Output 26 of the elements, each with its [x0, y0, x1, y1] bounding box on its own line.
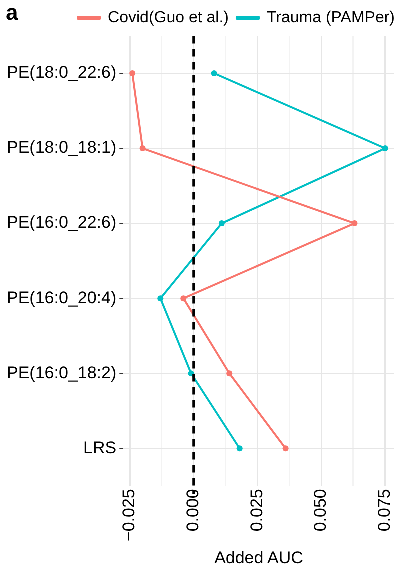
point — [382, 146, 388, 152]
point — [282, 446, 289, 452]
y-tick-label: PE(16:0_20:4) — [6, 288, 117, 308]
point — [158, 296, 164, 302]
x-tick-label: 0.000 — [184, 489, 203, 532]
chart-title: a — [6, 0, 18, 26]
point — [236, 446, 243, 452]
point — [211, 70, 218, 77]
point — [130, 70, 136, 77]
x-axis-title: Added AUC — [214, 548, 304, 568]
point — [218, 220, 225, 227]
y-tick-label: PE(16:0_22:6) — [6, 213, 117, 232]
x-tick-label: 0.050 — [311, 489, 330, 532]
point — [180, 296, 187, 302]
y-tick-label: PE(16:0_18:2) — [6, 363, 117, 382]
x-tick-label: −0.025 — [120, 489, 139, 542]
legend-label: Trauma (PAMPer) — [266, 9, 395, 26]
y-tick-label: PE(18:0_18:1) — [6, 138, 117, 158]
y-tick-label: LRS — [84, 438, 117, 458]
point — [140, 146, 146, 152]
legend-label: Covid(Guo et al.) — [108, 9, 229, 26]
y-tick-label: PE(18:0_22:6) — [6, 63, 117, 82]
x-tick-label: 0.025 — [247, 489, 266, 532]
point — [226, 370, 233, 377]
point — [352, 220, 358, 227]
x-tick-label: 0.075 — [375, 489, 394, 532]
